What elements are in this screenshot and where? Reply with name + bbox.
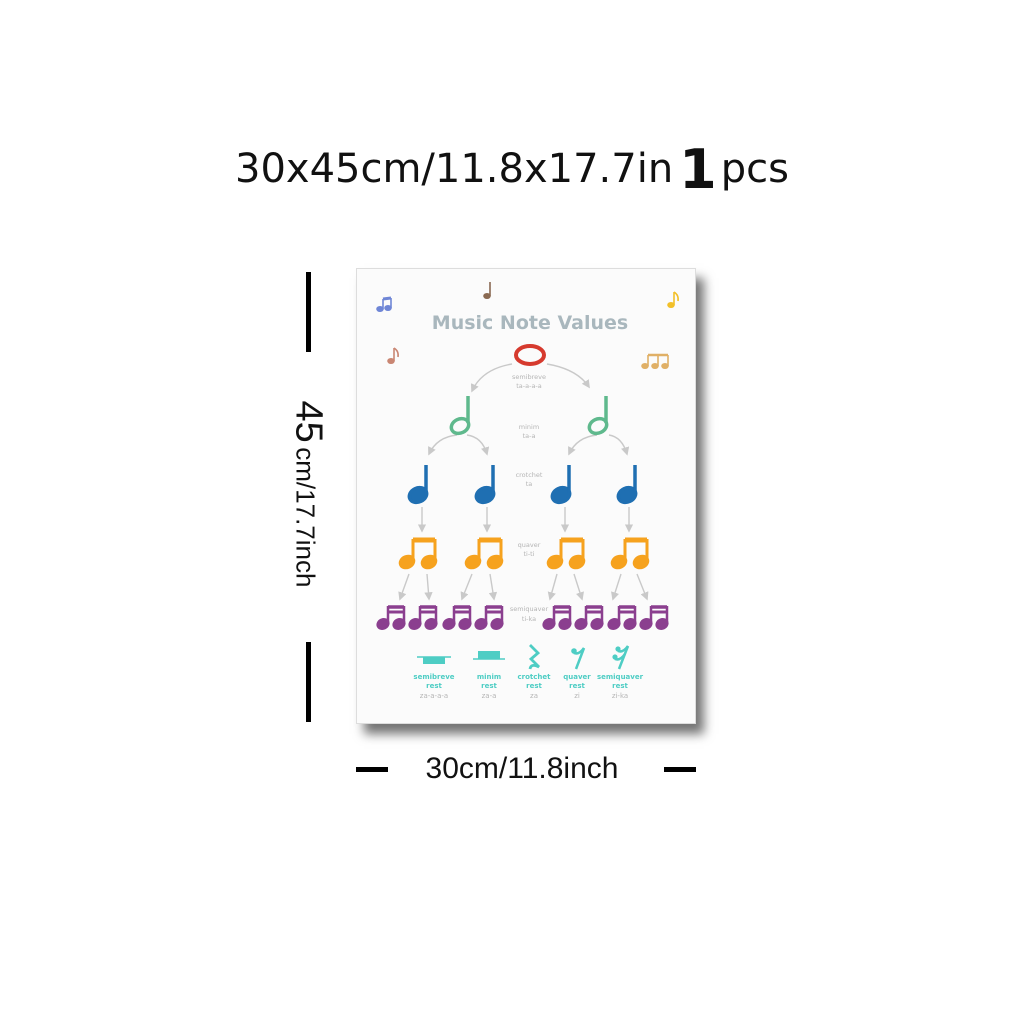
rest-label-semiquaver: rest [612, 682, 628, 690]
pieces-text: pcs [720, 146, 789, 192]
crotchet-note-icon [550, 465, 572, 505]
rest-sound-crotchet: za [530, 692, 538, 700]
rest-label-crotchet: rest [526, 682, 542, 690]
height-number: 45 [287, 400, 330, 443]
arrows [398, 363, 649, 601]
arrow [636, 573, 649, 601]
width-label: 30cm/11.8inch [425, 752, 619, 785]
arrow [547, 573, 558, 601]
poster-title: Music Note Values [432, 312, 628, 334]
crotchet-note-icon [407, 465, 429, 505]
rest-name-quaver: quaver [563, 673, 591, 681]
width-bar-left [356, 767, 388, 772]
rest-sound-quaver: zi [574, 692, 580, 700]
height-bar-top [306, 272, 311, 352]
deco-note-icon [483, 282, 491, 299]
arrow [398, 573, 410, 601]
level-name-minim: minim [519, 423, 539, 431]
semiquaver-pair-icon [542, 605, 572, 630]
height-bar-bottom [306, 642, 311, 722]
arrow [424, 573, 433, 601]
level-sound-crotchet: ta [526, 480, 533, 488]
level-sound-semiquaver: ti-ka [522, 615, 536, 623]
deco-beamed-note-icon [376, 296, 392, 312]
quaver-rest-icon [571, 647, 586, 670]
rest-sound-minim: za-a [482, 692, 497, 700]
deco-quaver-icon-2 [387, 347, 399, 365]
rest-sound-semiquaver: zi-ka [612, 692, 628, 700]
minim-note-icon [587, 396, 609, 436]
arrow [546, 363, 590, 389]
semibreve-rest-icon [417, 656, 451, 664]
arrow [488, 573, 498, 601]
rest-name-minim: minim [477, 673, 501, 681]
poster-canvas: Music Note Values [376, 282, 679, 700]
rest-label-minim: rest [481, 682, 497, 690]
semiquaver-pair-icon [474, 605, 504, 630]
semiquaver-pair-icon [442, 605, 472, 630]
crotchet-note-icon [474, 465, 496, 505]
minim-note-icon [449, 396, 471, 436]
deco-triple-note-icon [641, 353, 669, 370]
level-sound-minim: ta-a [523, 432, 536, 440]
rest-name-crotchet: crotchet [518, 673, 552, 681]
arrow [466, 434, 490, 456]
semibreve-note-icon [514, 344, 546, 366]
arrow [573, 573, 584, 601]
deco-quaver-icon [667, 291, 679, 308]
rest-name-semiquaver: semiquaver [597, 673, 644, 681]
minim-rest-icon [473, 651, 505, 660]
arrow [568, 434, 598, 456]
height-label: 45 cm/17.7inch [287, 401, 330, 588]
width-bar-right [664, 767, 696, 772]
semiquaver-rest-icon [612, 645, 630, 670]
rest-sound-semibreve: za-a-a-a [420, 692, 448, 700]
rest-label-semibreve: rest [426, 682, 442, 690]
arrow [608, 434, 630, 456]
level-name-semibreve: semibreve [512, 373, 546, 381]
music-poster: Music Note Values [356, 268, 696, 724]
piece-count: 1 [679, 138, 717, 201]
level-name-crotchet: crotchet [516, 471, 543, 479]
quaver-pair-icon [610, 537, 650, 570]
level-sound-semibreve: ta-a-a-a [516, 382, 542, 390]
semiquaver-pair-icon [574, 605, 604, 630]
level-name-quaver: quaver [518, 541, 541, 549]
level-name-semiquaver: semiquaver [510, 605, 549, 613]
quaver-pair-icon [546, 537, 586, 570]
size-text: 30x45cm/11.8x17.7in [235, 146, 674, 192]
crotchet-rest-icon [528, 644, 541, 670]
rest-name-semibreve: semibreve [413, 673, 454, 681]
arrow [428, 434, 458, 456]
semiquaver-pair-icon [408, 605, 438, 630]
semiquaver-pair-icon [376, 605, 406, 630]
arrow [460, 573, 473, 601]
arrow [470, 363, 513, 393]
crotchet-note-icon [616, 465, 638, 505]
quaver-pair-icon [398, 537, 438, 570]
level-sound-quaver: ti-ti [523, 550, 534, 558]
quaver-pair-icon [464, 537, 504, 570]
arrow [611, 573, 622, 601]
size-headline: 30x45cm/11.8x17.7in 1 pcs [0, 138, 1024, 201]
semiquaver-pair-icon [607, 605, 637, 630]
semiquaver-pair-icon [639, 605, 669, 630]
rest-label-quaver: rest [569, 682, 585, 690]
height-unit: cm/17.7inch [290, 447, 321, 588]
